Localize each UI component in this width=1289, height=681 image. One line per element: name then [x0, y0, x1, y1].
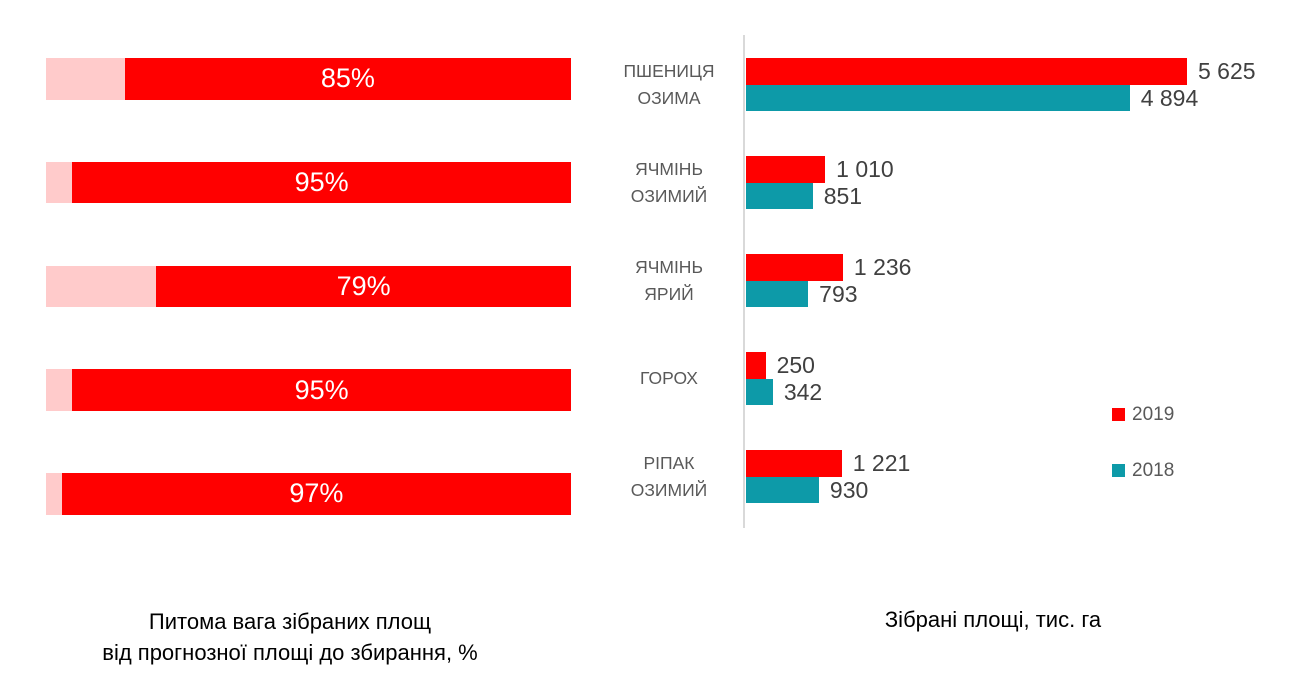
value-label-2019: 5 625 [1198, 58, 1256, 84]
bar-2018 [746, 84, 1130, 111]
category-label: ГОРОХ [598, 365, 740, 392]
legend-swatch-icon [1112, 408, 1125, 421]
bar-2018 [746, 476, 819, 503]
bar-2019 [746, 156, 826, 183]
value-label-2018: 851 [823, 182, 863, 209]
legend-item-2018: 2018 [1112, 461, 1174, 480]
percent-bar-row: 95% [46, 161, 571, 204]
percent-value-label: 79% [336, 270, 391, 301]
percent-bar-row: 79% [46, 265, 571, 307]
percent-bar-row: 95% [46, 369, 571, 411]
value-label-2018: 793 [819, 280, 858, 307]
value-segment: 95% [72, 369, 571, 411]
left-caption-line2: від прогнозної площі до збирання, % [102, 640, 478, 665]
category-label: ПШЕНИЦЯ ОЗИМА [598, 58, 740, 112]
value-label-2019: 1 010 [836, 156, 894, 182]
remainder-segment [46, 58, 125, 100]
category-label-line: ОЗИМА [637, 87, 701, 108]
remainder-segment [46, 473, 62, 515]
remainder-segment [46, 161, 73, 204]
bar-2019 [746, 254, 843, 281]
legend-label: 2019 [1132, 404, 1175, 425]
percent-bar-row: 85% [46, 58, 571, 100]
category-label: ЯЧМІНЬ ЯРИЙ [598, 254, 740, 308]
right-chart-axis-line [743, 35, 745, 528]
legend-swatch-icon [1112, 464, 1125, 477]
percent-value-label: 97% [289, 478, 344, 509]
left-caption-line1: Питома вага зібраних площ [148, 609, 432, 634]
bar-2019 [746, 352, 766, 379]
bar-2019 [746, 58, 1187, 85]
category-label: ЯЧМІНЬ ОЗИМИЙ [598, 156, 740, 210]
category-label-line: ЯЧМІНЬ [635, 256, 703, 277]
bar-2019 [746, 450, 842, 477]
right-chart-caption: Зібрані площі, тис. га [884, 607, 1102, 632]
value-label-2019: 1 221 [852, 450, 911, 476]
category-label: РІПАК ОЗИМИЙ [598, 450, 740, 504]
percent-value-label: 95% [294, 374, 349, 405]
category-label-line: ЯРИЙ [644, 283, 694, 304]
percent-value-label: 85% [320, 63, 375, 94]
remainder-segment [46, 369, 73, 411]
remainder-segment [46, 265, 157, 307]
value-segment: 79% [156, 265, 571, 307]
bar-2018 [746, 280, 809, 307]
bar-2018 [746, 182, 813, 209]
value-label-2018: 4 894 [1140, 84, 1199, 111]
value-segment: 95% [72, 161, 571, 204]
category-label-line: ОЗИМИЙ [630, 185, 708, 206]
value-segment: 97% [61, 473, 571, 515]
legend-label: 2018 [1132, 460, 1175, 481]
value-label-2018: 930 [829, 476, 869, 503]
value-segment: 85% [124, 58, 571, 100]
percent-value-label: 95% [294, 167, 349, 197]
bar-2018 [746, 378, 773, 405]
left-chart-caption: Питома вага зібраних площ від прогнозної… [40, 606, 540, 668]
percent-bar-row: 97% [46, 473, 571, 515]
category-label-line: ЯЧМІНЬ [635, 158, 703, 179]
value-label-2019: 1 236 [853, 254, 912, 280]
legend-item-2019: 2019 [1112, 405, 1174, 424]
category-label-line: РІПАК [643, 452, 695, 473]
category-label-line: ПШЕНИЦЯ [623, 60, 715, 81]
category-label-line: ГОРОХ [640, 368, 698, 388]
category-label-line: ОЗИМИЙ [630, 479, 708, 500]
value-label-2018: 342 [783, 378, 823, 405]
value-label-2019: 250 [776, 352, 815, 378]
